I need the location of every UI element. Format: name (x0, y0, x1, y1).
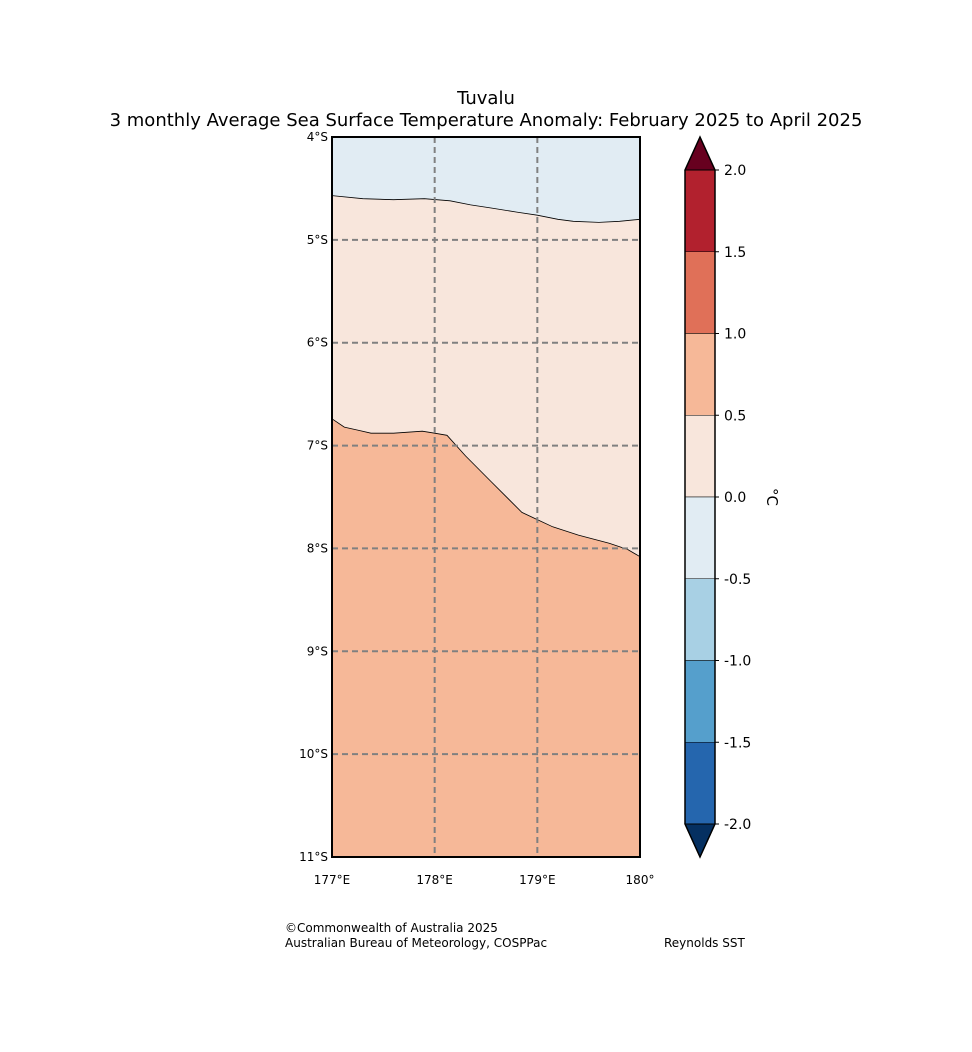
colorbar-segment (684, 169, 716, 252)
colorbar-segment (684, 496, 716, 579)
copyright-text: ©Commonwealth of Australia 2025 (285, 921, 498, 935)
colorbar-tick-label: 0.0 (724, 490, 746, 506)
region-anomaly-0.0-0.5 (332, 137, 640, 557)
region-anomaly-minus0.5-0.0 (332, 137, 640, 223)
colorbar-tick-label: 1.5 (724, 245, 746, 261)
map-title: Tuvalu (457, 88, 515, 109)
lon-tick-label: 178°E (416, 873, 453, 887)
footer-credits: ©Commonwealth of Australia 2025 Australi… (285, 921, 547, 951)
agency-text: Australian Bureau of Meteorology, COSPPa… (285, 936, 548, 950)
lat-tick-label: 5°S (307, 233, 328, 247)
map-panel: 4°S 5°S 6°S 7°S 8°S 9°S 10°S 11°S 177°E 178°E 179°… (299, 130, 654, 887)
map-subtitle: 3 monthly Average Sea Surface Temperatur… (109, 110, 863, 131)
contour-line-0.5 (331, 418, 641, 558)
colorbar-tick-label: -1.0 (724, 654, 751, 670)
colorbar-tick-label: 1.0 (724, 327, 746, 343)
lat-tick-label: 10°S (299, 747, 328, 761)
lon-tick-label: 180° (626, 873, 655, 887)
colorbar-tick-label: 2.0 (724, 163, 746, 179)
map-frame (331, 136, 641, 858)
colorbar-segment (684, 333, 716, 416)
colorbar-unit-label: °C (763, 488, 781, 506)
lat-tick-label: 6°S (307, 336, 328, 350)
lat-tick-label: 8°S (307, 541, 328, 555)
lat-tick-label: 9°S (307, 644, 328, 658)
colorbar-tick-label: -0.5 (724, 572, 751, 588)
lon-tick-label: 177°E (314, 873, 351, 887)
colorbar: 2.0 1.5 1.0 0.5 0.0 -0.5 -1.0 -1.5 -2.0 °C (684, 135, 781, 859)
data-source-text: Reynolds SST (664, 936, 745, 950)
lon-tick-label: 179°E (519, 873, 556, 887)
colorbar-tick-label: 0.5 (724, 408, 746, 424)
colorbar-segment (684, 251, 716, 334)
contour-line-0.0 (331, 195, 641, 223)
lat-tick-label: 4°S (307, 130, 328, 144)
colorbar-segment (684, 660, 716, 743)
colorbar-tick-label: -2.0 (724, 817, 751, 833)
colorbar-segment (684, 415, 716, 498)
colorbar-tick-label: -1.5 (724, 735, 751, 751)
lat-tick-label: 7°S (307, 439, 328, 453)
colorbar-extend-min (684, 823, 716, 859)
lat-tick-label: 11°S (299, 850, 328, 864)
colorbar-segment (684, 742, 716, 825)
colorbar-segment (684, 578, 716, 661)
colorbar-extend-max (684, 135, 716, 171)
